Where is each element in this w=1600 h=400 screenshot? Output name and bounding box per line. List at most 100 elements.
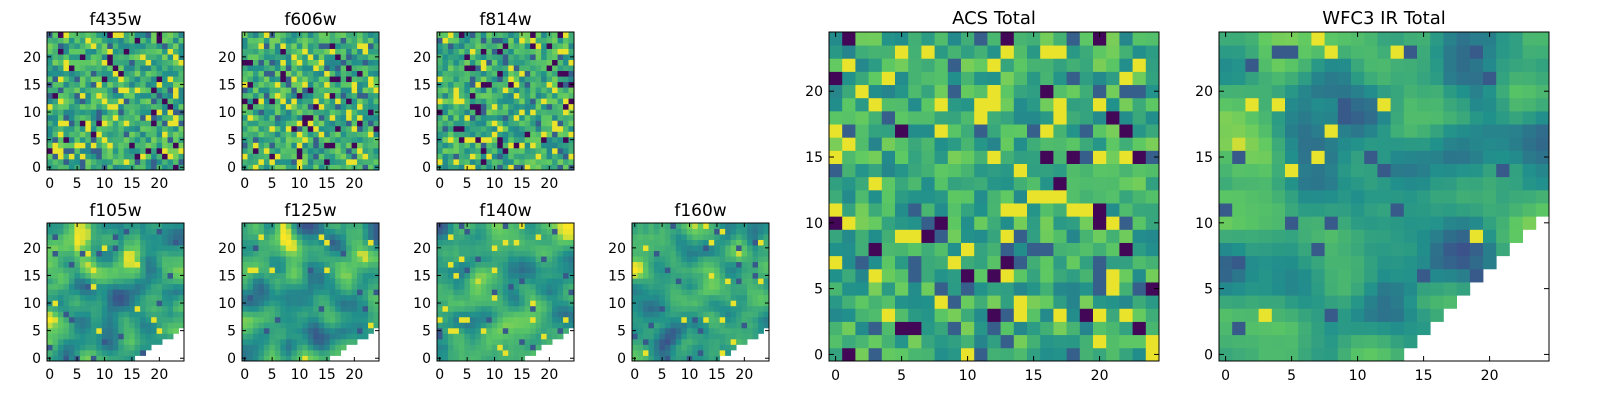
heatmap-cell bbox=[247, 103, 254, 110]
heatmap-cell bbox=[247, 147, 254, 154]
heatmap-cell bbox=[1000, 110, 1015, 125]
heatmap-cell bbox=[96, 250, 103, 257]
heatmap-cell bbox=[79, 311, 86, 318]
heatmap-cell bbox=[502, 305, 509, 312]
heatmap-cell bbox=[692, 322, 699, 329]
heatmap-cell bbox=[552, 43, 558, 49]
heatmap-cell bbox=[57, 228, 64, 235]
heatmap-cell bbox=[140, 153, 147, 160]
heatmap-cell bbox=[101, 142, 108, 149]
heatmap-cell bbox=[535, 327, 542, 334]
heatmap-cell bbox=[1106, 268, 1120, 283]
heatmap-cell bbox=[74, 114, 81, 121]
heatmap-cell bbox=[469, 327, 476, 334]
heatmap-cell bbox=[151, 289, 157, 296]
heatmap-cell bbox=[675, 261, 682, 268]
heatmap-cell bbox=[269, 131, 276, 138]
heatmap-cell bbox=[1027, 295, 1041, 309]
heatmap-cell bbox=[563, 114, 569, 121]
heatmap-cell bbox=[329, 333, 336, 340]
heatmap-cell bbox=[486, 153, 493, 160]
heatmap-cell bbox=[107, 322, 114, 329]
heatmap-cell bbox=[96, 294, 103, 301]
heatmap-cell bbox=[568, 228, 575, 235]
heatmap-cell bbox=[563, 234, 569, 240]
heatmap-cell bbox=[162, 245, 168, 251]
heatmap-cell bbox=[535, 109, 542, 116]
heatmap-cell bbox=[112, 283, 119, 290]
y-tick-label: 20 bbox=[23, 241, 41, 257]
heatmap-cell bbox=[541, 316, 547, 323]
heatmap-cell bbox=[442, 278, 449, 285]
heatmap-cell bbox=[703, 239, 710, 246]
heatmap-cell bbox=[252, 48, 259, 55]
heatmap-cell bbox=[855, 110, 869, 125]
heatmap-cell bbox=[519, 272, 526, 279]
heatmap-cell bbox=[173, 142, 179, 149]
heatmap-cell bbox=[101, 120, 108, 127]
heatmap-cell bbox=[469, 349, 476, 356]
heatmap-cell bbox=[335, 109, 342, 116]
heatmap-cell bbox=[357, 256, 363, 263]
heatmap-cell bbox=[263, 300, 270, 307]
heatmap-cell bbox=[747, 223, 753, 229]
heatmap-cell bbox=[855, 176, 869, 191]
heatmap-cell bbox=[508, 256, 515, 263]
heatmap-cell bbox=[442, 283, 449, 290]
heatmap-cell bbox=[269, 114, 276, 121]
heatmap-cell bbox=[263, 37, 270, 44]
heatmap-cell bbox=[670, 256, 677, 263]
heatmap-cell bbox=[908, 321, 922, 336]
heatmap-cell bbox=[758, 327, 764, 334]
heatmap-cell bbox=[475, 333, 482, 340]
heatmap-cell bbox=[291, 43, 298, 49]
heatmap-cell bbox=[464, 103, 471, 110]
heatmap-cell bbox=[855, 229, 869, 243]
heatmap-cell bbox=[96, 131, 103, 138]
heatmap-cell bbox=[741, 316, 748, 323]
heatmap-cell bbox=[302, 147, 309, 154]
heatmap-cell bbox=[302, 261, 309, 268]
heatmap-cell bbox=[252, 87, 259, 94]
heatmap-cell bbox=[296, 70, 303, 77]
heatmap-cell bbox=[519, 43, 526, 49]
heatmap-cell bbox=[302, 349, 309, 356]
heatmap-cell bbox=[329, 261, 336, 268]
heatmap-cell bbox=[648, 349, 655, 356]
heatmap-cell bbox=[1027, 347, 1041, 362]
heatmap-cell bbox=[107, 228, 114, 235]
heatmap-cell bbox=[568, 256, 575, 263]
heatmap-cell bbox=[335, 32, 342, 38]
heatmap-cell bbox=[167, 125, 174, 132]
heatmap-cell bbox=[642, 327, 649, 334]
heatmap-cell bbox=[90, 164, 97, 171]
heatmap-cell bbox=[335, 81, 342, 88]
heatmap-cell bbox=[68, 153, 75, 160]
heatmap-cell bbox=[362, 103, 369, 110]
heatmap-cell bbox=[502, 114, 509, 121]
heatmap-cell bbox=[637, 267, 644, 274]
heatmap-cell bbox=[258, 87, 265, 94]
heatmap-cell bbox=[697, 327, 704, 334]
heatmap-cell bbox=[1040, 347, 1054, 362]
heatmap-cell bbox=[442, 43, 449, 49]
heatmap-cell bbox=[1119, 124, 1133, 138]
heatmap-cell bbox=[513, 272, 520, 279]
heatmap-cell bbox=[747, 278, 753, 285]
heatmap-cell bbox=[535, 147, 542, 154]
heatmap-cell bbox=[447, 136, 454, 143]
heatmap-cell bbox=[692, 289, 699, 296]
heatmap-cell bbox=[442, 234, 449, 240]
heatmap-cell bbox=[291, 120, 298, 127]
heatmap-cell bbox=[68, 114, 75, 121]
heatmap-cell bbox=[162, 311, 168, 318]
heatmap-cell bbox=[74, 158, 81, 165]
heatmap-cell bbox=[145, 283, 152, 290]
heatmap-cell bbox=[480, 43, 487, 49]
heatmap-cell bbox=[57, 322, 64, 329]
heatmap-cells bbox=[47, 32, 185, 171]
heatmap-cell bbox=[107, 272, 114, 279]
heatmap-cell bbox=[524, 37, 531, 44]
heatmap-cell bbox=[140, 114, 147, 121]
heatmap-cell bbox=[1145, 334, 1160, 349]
